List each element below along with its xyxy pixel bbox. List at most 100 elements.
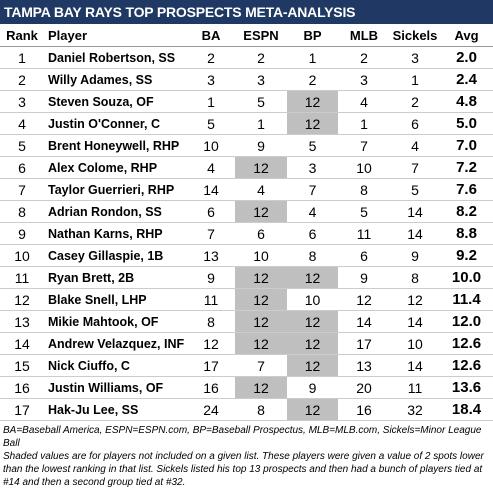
table-cell: 12 — [287, 332, 338, 355]
table-cell: 7.0 — [440, 134, 493, 157]
column-header: BP — [287, 24, 338, 47]
table-cell: 3 — [187, 68, 235, 91]
table-cell: 7 — [187, 222, 235, 245]
table-cell: 9 — [187, 266, 235, 289]
table-cell: 8 — [235, 398, 287, 421]
table-cell: Andrew Velazquez, INF — [44, 332, 187, 355]
notes: BA=Baseball America, ESPN=ESPN.com, BP=B… — [0, 421, 493, 489]
table-row: 7 Taylor Guerrieri, RHP 14 4 7 8 5 7.6 — [0, 178, 493, 201]
table-cell: 14 — [390, 310, 440, 333]
table-cell: 2 — [0, 68, 44, 91]
table-row: 5 Brent Honeywell, RHP 10 9 5 7 4 7.0 — [0, 134, 493, 157]
table-cell: 17 — [338, 332, 390, 355]
table-cell: 6 — [390, 112, 440, 135]
table: Rank Player BA ESPN BP MLB Sickels Avg 1 Daniel … — [0, 24, 493, 421]
table-cell: 9.2 — [440, 244, 493, 267]
table-cell: 12 — [287, 398, 338, 421]
table-cell: 7 — [235, 354, 287, 377]
footnote: BA=Baseball America, ESPN=ESPN.com, BP=B… — [3, 425, 482, 449]
table-cell: 5 — [338, 200, 390, 223]
table-cell: 5 — [235, 90, 287, 113]
table-cell: 12 — [287, 266, 338, 289]
table-row: 13 Mikie Mahtook, OF 8 12 12 14 14 12.0 — [0, 310, 493, 333]
table-cell: 1 — [235, 112, 287, 135]
table-cell: Hak-Ju Lee, SS — [44, 398, 187, 421]
table-cell: 12 — [235, 288, 287, 311]
table-cell: 8 — [390, 266, 440, 289]
table-cell: 8.2 — [440, 200, 493, 223]
table-cell: Adrian Rondon, SS — [44, 200, 187, 223]
column-header: Avg — [440, 24, 493, 47]
table-row: 15 Nick Ciuffo, C 17 7 12 13 14 12.6 — [0, 354, 493, 377]
table-cell: Alex Colome, RHP — [44, 156, 187, 179]
table-cell: 16 — [0, 376, 44, 399]
table-row: 6 Alex Colome, RHP 4 12 3 10 7 7.2 — [0, 156, 493, 179]
table-cell: 13 — [338, 354, 390, 377]
table-row: 12 Blake Snell, LHP 11 12 10 12 12 11.4 — [0, 288, 493, 311]
table-cell: 16 — [338, 398, 390, 421]
table-cell: 12 — [390, 288, 440, 311]
table-cell: 1 — [187, 90, 235, 113]
table-cell: 7 — [0, 178, 44, 201]
table-row: 17 Hak-Ju Lee, SS 24 8 12 16 32 18.4 — [0, 398, 493, 421]
table-cell: 12.6 — [440, 332, 493, 355]
table-cell: 2 — [287, 68, 338, 91]
table-cell: 12 — [235, 200, 287, 223]
table-cell: 6 — [235, 222, 287, 245]
table-cell: 9 — [0, 222, 44, 245]
table-cell: 11 — [338, 222, 390, 245]
table-cell: 14 — [390, 200, 440, 223]
table-cell: Ryan Brett, 2B — [44, 266, 187, 289]
table-cell: 10 — [0, 244, 44, 267]
table-cell: 17 — [0, 398, 44, 421]
column-header: ESPN — [235, 24, 287, 47]
table-cell: 10 — [235, 244, 287, 267]
table-cell: 3 — [287, 156, 338, 179]
table-cell: 12 — [235, 310, 287, 333]
title: TAMPA BAY RAYS TOP PROSPECTS META-ANALYS… — [0, 0, 493, 24]
table-cell: 20 — [338, 376, 390, 399]
table-cell: 4 — [287, 200, 338, 223]
table-cell: 5.0 — [440, 112, 493, 135]
table-cell: Willy Adames, SS — [44, 68, 187, 91]
table-cell: 14 — [0, 332, 44, 355]
table-cell: 9 — [235, 134, 287, 157]
table-row: 4 Justin O'Conner, C 5 1 12 1 6 5.0 — [0, 112, 493, 135]
table-row: 9 Nathan Karns, RHP 7 6 6 11 14 8.8 — [0, 222, 493, 245]
table-row: 3 Steven Souza, OF 1 5 12 4 2 4.8 — [0, 90, 493, 113]
table-cell: 1 — [0, 46, 44, 69]
table-row: 16 Justin Williams, OF 16 12 9 20 11 13.6 — [0, 376, 493, 399]
table-cell: 10.0 — [440, 266, 493, 289]
table-cell: Taylor Guerrieri, RHP — [44, 178, 187, 201]
table-cell: 6 — [287, 222, 338, 245]
column-header: BA — [187, 24, 235, 47]
table-cell: 7 — [338, 134, 390, 157]
table-cell: 11 — [390, 376, 440, 399]
table-cell: 4 — [0, 112, 44, 135]
table-row: 14 Andrew Velazquez, INF 12 12 12 17 10 12.6 — [0, 332, 493, 355]
table-cell: 6 — [187, 200, 235, 223]
table-cell: 9 — [338, 266, 390, 289]
table-cell: 9 — [390, 244, 440, 267]
table-cell: 13 — [0, 310, 44, 333]
table-cell: 8 — [187, 310, 235, 333]
table-cell: 24 — [187, 398, 235, 421]
table-cell: 8.8 — [440, 222, 493, 245]
table-cell: 15 — [0, 354, 44, 377]
table-cell: 9 — [287, 376, 338, 399]
table-cell: 7.6 — [440, 178, 493, 201]
table-cell: 8 — [287, 244, 338, 267]
footnote: Shaded values are for players not includ… — [3, 451, 484, 488]
table-row: 8 Adrian Rondon, SS 6 12 4 5 14 8.2 — [0, 200, 493, 223]
table-cell: 16 — [187, 376, 235, 399]
table-cell: Blake Snell, LHP — [44, 288, 187, 311]
table-cell: 14 — [338, 310, 390, 333]
table-cell: 2.4 — [440, 68, 493, 91]
table-cell: 5 — [187, 112, 235, 135]
table-cell: 3 — [390, 46, 440, 69]
table-cell: 14 — [390, 222, 440, 245]
table-cell: 17 — [187, 354, 235, 377]
table-cell: 12.0 — [440, 310, 493, 333]
table-cell: 4 — [338, 90, 390, 113]
